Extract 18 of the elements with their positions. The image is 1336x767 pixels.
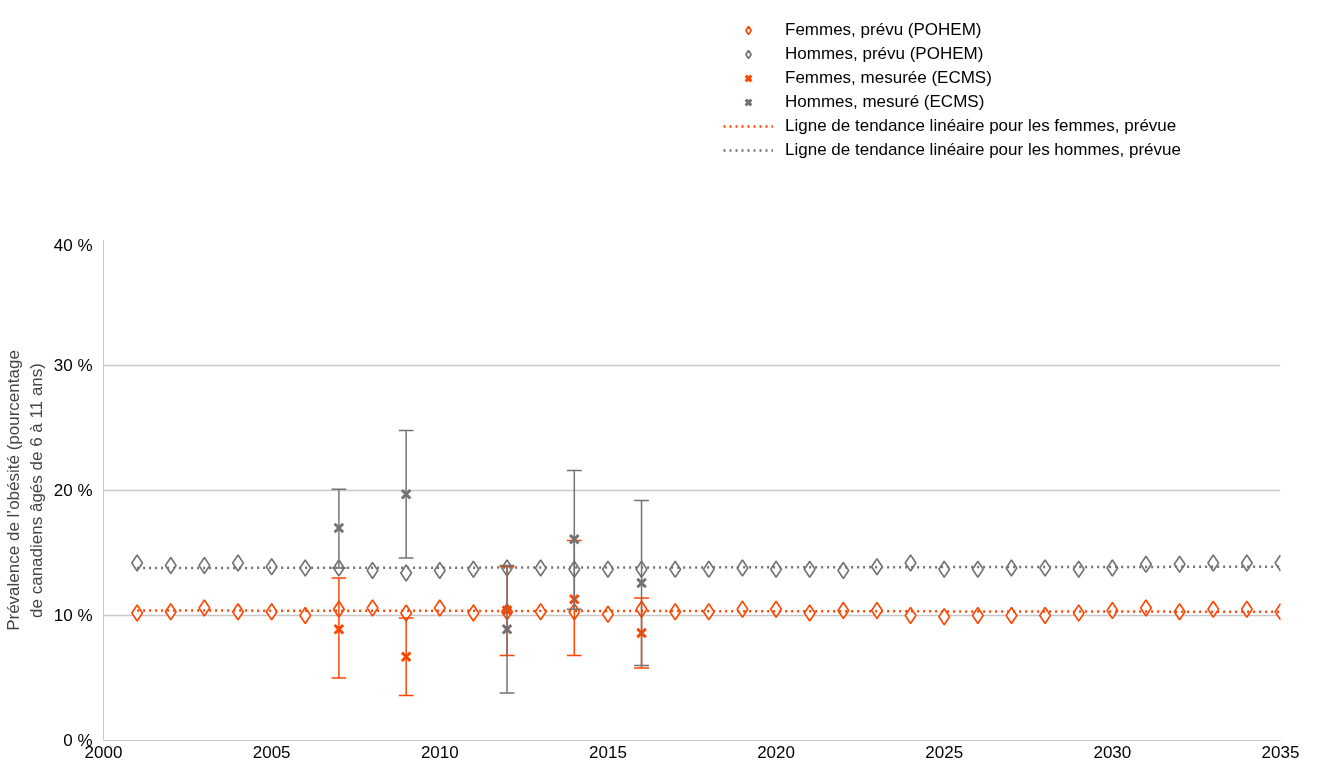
y-tick-label: 20 % [53,481,93,500]
x-tick-label: 2035 [1261,742,1300,762]
x-tick-label: 2030 [1093,742,1132,762]
x-tick-label: 2025 [925,742,964,762]
y-tick-label: 10 % [53,606,93,625]
legend-label: Ligne de tendance linéaire pour les hommes, prévue [785,140,1181,160]
x-tick-label: 2015 [589,742,627,762]
y-axis-title: Prévalence de l’obésité (pourcentage de canadiens âgés de 6 à 11 ans) [3,350,46,631]
legend-label: Femmes, mesurée (ECMS) [785,68,992,88]
x-tick-label: 2020 [757,742,795,762]
y-tick-label: 30 % [53,356,93,375]
legend-label: Hommes, prévu (POHEM) [785,44,984,64]
y-tick-label: 40 % [53,235,93,255]
legend-label: Ligne de tendance linéaire pour les femmes, prévue [785,116,1177,136]
legend-label: Hommes, mesuré (ECMS) [785,92,985,112]
x-tick-label: 2010 [420,742,459,762]
x-tick-label: 2005 [252,742,291,762]
legend-label: Femmes, prévu (POHEM) [785,20,982,40]
